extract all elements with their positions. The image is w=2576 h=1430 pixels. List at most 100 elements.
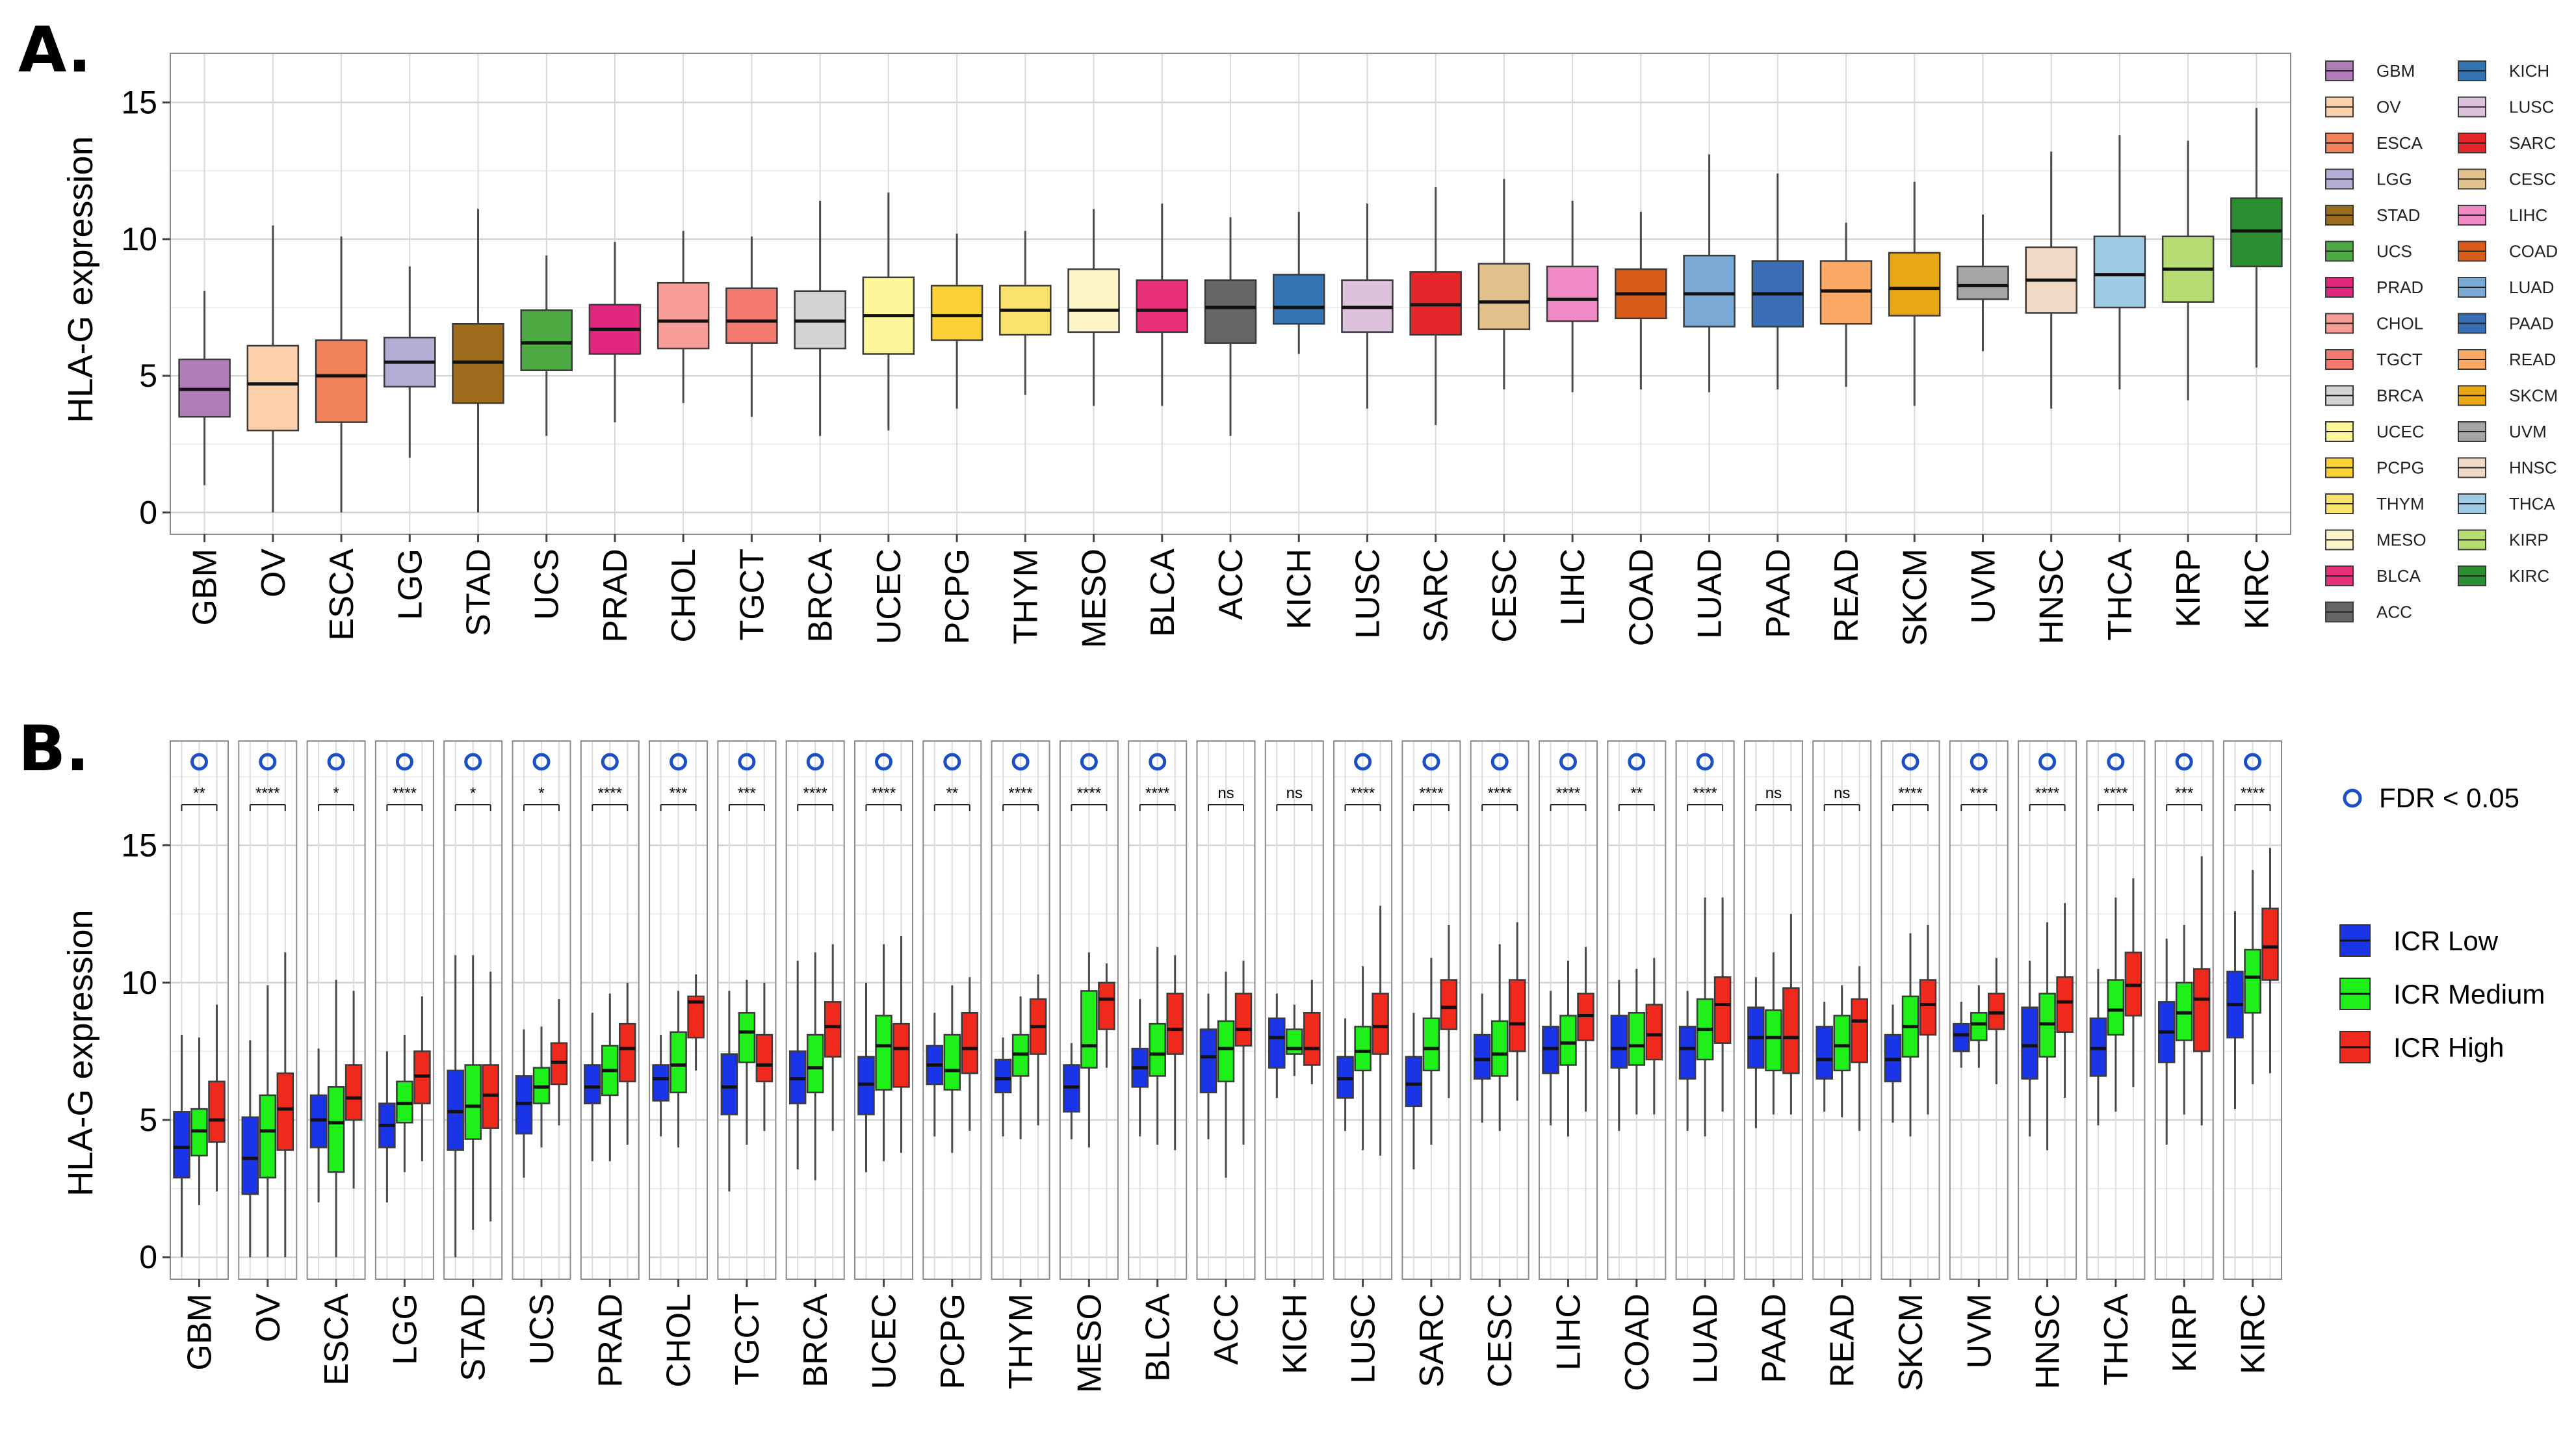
panel-a-x-tick-label: GBM <box>187 549 224 625</box>
panel-a-legend-label: ESCA <box>2376 133 2423 153</box>
panel-b-brca-medium-box <box>806 1034 824 1093</box>
panel-a-meso-box <box>1067 268 1120 333</box>
panel-b-x-tick-label: GBM <box>181 1294 219 1370</box>
panel-b-cesc-medium-box <box>1490 1020 1509 1077</box>
panel-a-x-tick-label: UCS <box>528 549 566 620</box>
panel-b-x-tick-label: HNSC <box>2029 1294 2067 1389</box>
panel-b-fdr-marker <box>532 753 551 771</box>
panel-a-legend-label: PAAD <box>2509 314 2554 333</box>
panel-b-x-tick-label: ACC <box>1208 1294 1245 1365</box>
panel-b-skcm-high-box <box>1919 979 1937 1036</box>
panel-b-sarc-low-box <box>1405 1056 1423 1108</box>
panel-b-sig-label: **** <box>1077 785 1101 802</box>
panel-b-acc-high-box <box>1234 993 1253 1047</box>
panel-a-legend-label: LGG <box>2376 170 2412 189</box>
panel-a-x-tick-label: UVM <box>1964 549 2002 624</box>
panel-b-x-tick-label: KIRP <box>2166 1294 2204 1372</box>
panel-a-x-tick-label: LUSC <box>1349 549 1386 639</box>
panel-b-fdr-marker <box>943 753 961 771</box>
panel-b-sig-label: **** <box>872 785 896 802</box>
panel-b-sig-label: **** <box>1351 785 1375 802</box>
panel-b-sig-label: * <box>470 785 476 802</box>
panel-a-ucs-box <box>520 309 573 371</box>
panel-a-y-ticks: 0 5 10 15 <box>121 84 170 530</box>
panel-b-x-tick-label: CESC <box>1481 1294 1519 1387</box>
panel-b-fdr-marker <box>259 753 277 771</box>
panel-b-x-tick-label: BLCA <box>1139 1294 1177 1382</box>
panel-b-fdr-marker <box>1559 753 1577 771</box>
panel-b-fdr-marker <box>1149 753 1167 771</box>
panel-a-legend-label: UCS <box>2376 242 2412 261</box>
panel-b-facet-coad: ** <box>1607 740 1667 1280</box>
panel-b-legend-fdr-label: FDR < 0.05 <box>2379 783 2519 813</box>
panel-b-sarc-medium-box <box>1422 1017 1440 1072</box>
panel-a-legend-label: OV <box>2376 98 2401 117</box>
panel-b-x-tick-label: LIHC <box>1550 1294 1588 1370</box>
panel-b-chol-low-box <box>652 1064 670 1102</box>
panel-a-x-tick-label: KIRP <box>2170 549 2207 627</box>
panel-a-x-tick-label: STAD <box>460 549 498 636</box>
panel-b-facet-pcpg: ** <box>922 740 982 1280</box>
panel-b-acc-medium-box <box>1217 1020 1235 1083</box>
panel-b-x-tick-label: UVM <box>1960 1294 1998 1369</box>
panel-b-y-tick-label: 15 <box>121 827 157 864</box>
panel-b-x-tick-label: COAD <box>1619 1294 1656 1391</box>
panel-b-x-tick-label: THCA <box>2098 1294 2135 1386</box>
panel-b-facet-blca: **** <box>1128 740 1188 1280</box>
panel-b-read-low-box <box>1815 1026 1833 1080</box>
panel-b-sig-label: **** <box>255 785 280 802</box>
panel-b-kich-medium-box <box>1286 1028 1303 1055</box>
panel-b-facet-gbm: ** <box>170 740 229 1280</box>
panel-a-letter: A. <box>18 14 92 86</box>
panel-b-y-tick-label: 10 <box>121 965 157 1001</box>
panel-a-legend-label: THCA <box>2509 494 2555 514</box>
panel-a-pcpg-box <box>930 285 983 341</box>
panel-b-x-tick-label: TGCT <box>729 1294 766 1386</box>
panel-b-tgct-high-box <box>755 1034 774 1083</box>
panel-b-x-tick-label: SKCM <box>1892 1294 1930 1391</box>
panel-b-hnsc-low-box <box>2021 1006 2038 1080</box>
panel-b-sig-label: **** <box>1488 785 1512 802</box>
panel-a-legend-label: KIRC <box>2509 566 2549 586</box>
panel-b-facet-paad: ns <box>1743 740 1803 1280</box>
panel-a-luad-box <box>1683 254 1736 328</box>
panel-b-fdr-marker <box>395 753 413 771</box>
panel-a-legend-label: CESC <box>2509 170 2556 189</box>
panel-a-y-tick-label: 15 <box>121 84 157 121</box>
panel-a-x-tick-label: PRAD <box>597 549 634 642</box>
panel-b-fdr-marker <box>1901 753 1919 771</box>
panel-b-fdr-marker <box>2244 753 2261 771</box>
panel-b-facet-lihc: **** <box>1539 740 1598 1280</box>
panel-a-skcm-box <box>1888 252 1941 317</box>
panel-a-x-tick-label: PAAD <box>1760 549 1797 638</box>
panel-b-esca-medium-box <box>327 1086 345 1173</box>
panel-a-x-tick-label: TGCT <box>733 549 771 641</box>
panel-b-sig-label: * <box>333 785 339 802</box>
panel-b-facet-lusc: **** <box>1333 740 1393 1280</box>
panel-b-fdr-marker <box>327 753 345 771</box>
panel-b-x-tick-label: UCS <box>523 1294 561 1365</box>
panel-b-pcpg-medium-box <box>943 1034 961 1091</box>
panel-b-facet-kirp: *** <box>2154 740 2214 1280</box>
panel-b-x-tick-label: PRAD <box>592 1294 629 1387</box>
panel-a-y-tick-label: 10 <box>121 221 157 257</box>
panel-b-sig-label: ** <box>946 785 958 802</box>
panel-b-facet-hnsc: **** <box>2018 740 2077 1280</box>
panel-a-x-tick-label: READ <box>1828 549 1866 642</box>
panel-b-x-tick-label: UCEC <box>866 1294 904 1389</box>
panel-a-x-tick-label: THCA <box>2101 549 2139 641</box>
panel-b-sig-label: ** <box>193 785 205 802</box>
panel-b-facet-meso: **** <box>1059 740 1119 1280</box>
panel-b-x-tick-label: SARC <box>1413 1294 1451 1387</box>
panel-b-thym-low-box <box>994 1058 1012 1093</box>
panel-b-x-tick-label: MESO <box>1071 1294 1108 1393</box>
panel-b-sig-label: ** <box>1630 785 1643 802</box>
panel-b-sig-label: **** <box>2035 785 2059 802</box>
panel-b-legend-fdr-marker <box>2343 788 2362 808</box>
panel-b-facet-uvm: *** <box>1949 740 2009 1280</box>
panel-b-sig-label: *** <box>670 785 688 802</box>
panel-b-x-tick-label: PAAD <box>1755 1294 1793 1383</box>
panel-a-legend-label: TGCT <box>2376 350 2423 369</box>
panel-a-x-tick-label: LIHC <box>1554 549 1592 625</box>
